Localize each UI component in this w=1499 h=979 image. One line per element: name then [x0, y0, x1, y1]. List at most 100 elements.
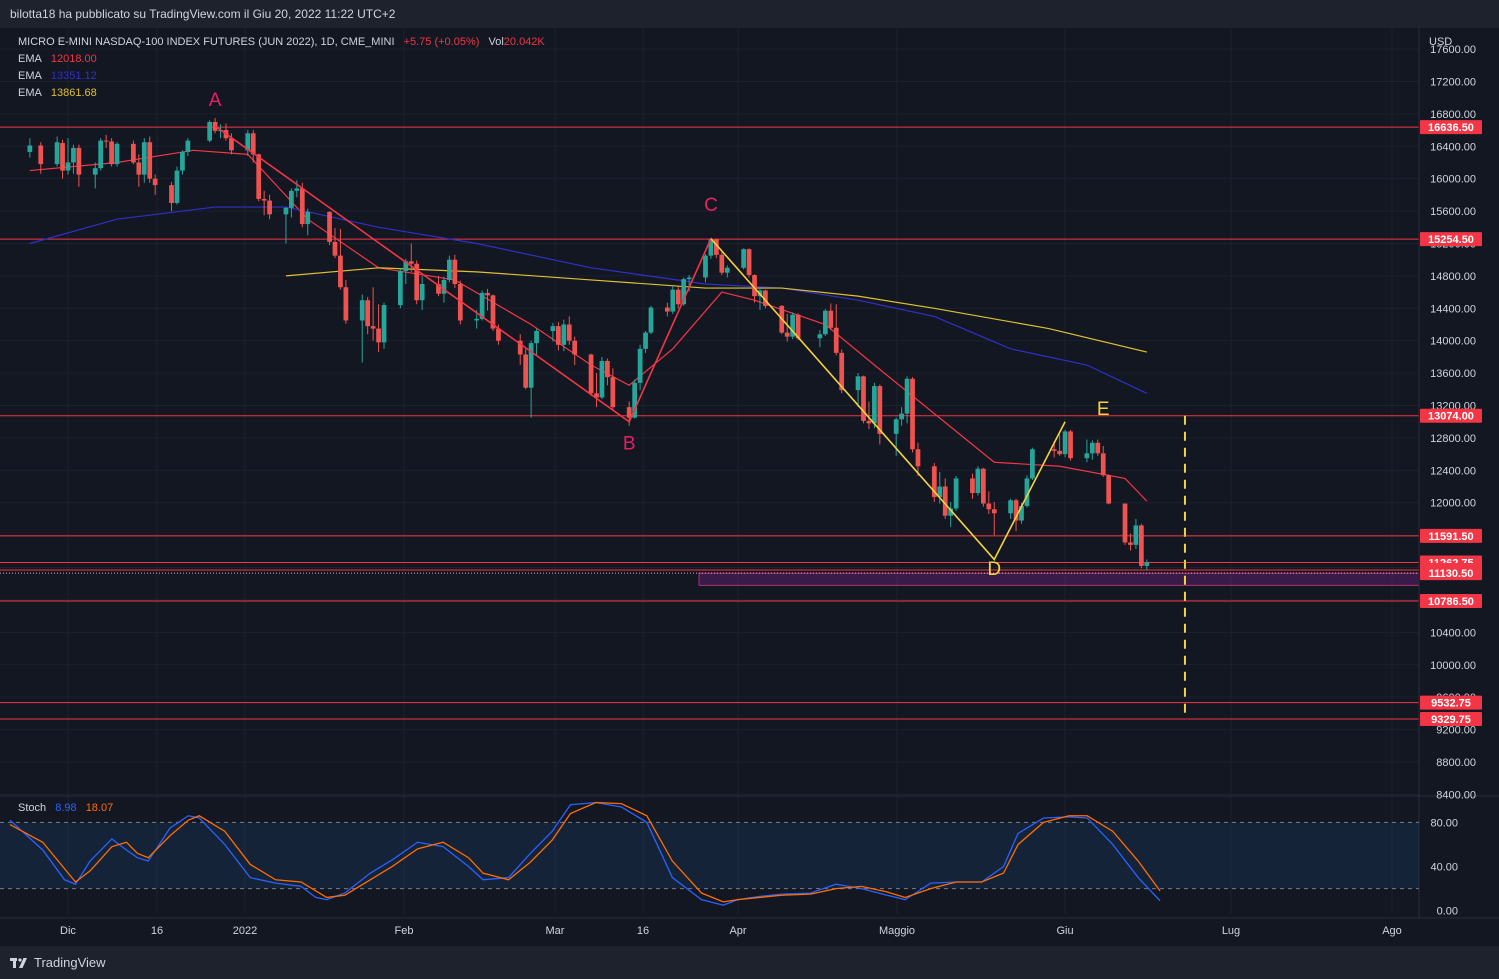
candle-body	[397, 271, 403, 306]
price-tick: 14400.00	[1430, 303, 1476, 315]
candle	[267, 194, 272, 220]
price-tick: 16000.00	[1430, 174, 1476, 186]
candle-body	[991, 509, 997, 514]
stoch-label: Stoch	[18, 802, 47, 814]
candle	[1144, 559, 1150, 570]
time-axis: Dic 16 2022 Feb Mar 16 Apr Maggio Giu Lug Ago	[0, 917, 1499, 937]
candle	[763, 289, 768, 309]
candle-body	[185, 140, 191, 152]
candle	[60, 139, 65, 179]
candle	[343, 279, 349, 324]
ema-value: 13351.12	[50, 70, 97, 82]
candle	[746, 248, 752, 278]
candles	[27, 117, 1150, 570]
time-tick: Feb	[395, 925, 414, 937]
candle	[365, 296, 371, 335]
candle-body	[1024, 478, 1030, 506]
symbol-title[interactable]: MICRO E-MINI NASDAQ-100 INDEX FUTURES (J…	[18, 36, 395, 48]
candle-body	[795, 314, 801, 339]
candle-body	[975, 468, 981, 494]
candle-body	[414, 263, 420, 301]
price-tick: 14000.00	[1430, 336, 1476, 348]
candle	[1057, 434, 1063, 456]
candle-body	[910, 378, 915, 450]
candle-body	[152, 178, 158, 186]
ema-label: EMA	[18, 87, 42, 99]
candle-body	[664, 307, 670, 312]
candle-body	[942, 486, 948, 516]
price-level-label: 9532.75	[1431, 698, 1471, 710]
candle-body	[1030, 449, 1035, 479]
ema-legend-3[interactable]: EMA 13861.68	[18, 87, 97, 99]
tradingview-brand[interactable]: TradingView	[10, 955, 106, 970]
candle	[1139, 523, 1144, 569]
candle	[1100, 446, 1106, 477]
candle-body	[267, 200, 272, 215]
wave-cde-line	[710, 238, 1066, 561]
candle-body	[626, 407, 632, 418]
candle-body	[92, 168, 98, 175]
wave-label-c: C	[704, 195, 718, 216]
ema-label: EMA	[18, 53, 42, 65]
price-tick: 8400.00	[1436, 789, 1476, 801]
candle	[169, 181, 174, 212]
candle	[948, 501, 954, 528]
candle	[523, 348, 529, 390]
candle	[114, 142, 120, 167]
time-tick: Lug	[1222, 925, 1240, 937]
price-tick: 8800.00	[1436, 757, 1476, 769]
candle-body	[877, 386, 883, 434]
candle-body	[343, 287, 349, 321]
candle-body	[1084, 453, 1090, 459]
candle	[872, 382, 877, 429]
candle	[1030, 447, 1035, 481]
candle	[457, 280, 463, 325]
ema-legend-2[interactable]: EMA 13351.12	[18, 70, 97, 82]
time-tick: Apr	[729, 925, 746, 937]
candle	[71, 144, 76, 174]
candle	[261, 190, 267, 216]
candle-body	[370, 326, 376, 329]
candle	[299, 182, 305, 228]
candle-body	[261, 198, 267, 201]
candle-body	[65, 162, 71, 171]
time-tick: 16	[151, 925, 163, 937]
candle	[1128, 533, 1133, 551]
stoch-legend[interactable]: Stoch 8.98 18.07	[18, 802, 113, 814]
time-tick: 16	[637, 925, 649, 937]
candle-body	[703, 255, 708, 278]
candle	[517, 334, 523, 366]
candle-body	[289, 190, 294, 208]
wave-abc-line	[214, 125, 712, 423]
candle	[1095, 439, 1101, 456]
candle	[327, 211, 332, 246]
candle-body	[71, 147, 76, 163]
candle-body	[27, 145, 33, 152]
candle-body	[839, 352, 845, 391]
currency-label: USD	[1429, 36, 1452, 48]
candle-body	[1057, 450, 1063, 455]
candle-body	[588, 354, 594, 394]
support-zone	[698, 572, 1420, 586]
candle-body	[915, 449, 921, 467]
candle-body	[708, 239, 714, 256]
candle-body	[496, 328, 501, 341]
tradingview-logo-icon	[10, 957, 27, 968]
candle	[250, 130, 256, 163]
candle-body	[550, 326, 556, 331]
candle-body	[866, 420, 872, 424]
candle	[741, 248, 746, 270]
candle-body	[784, 332, 790, 337]
candle	[828, 303, 834, 331]
time-tick: Mar	[546, 925, 565, 937]
candle-body	[893, 419, 899, 434]
candle	[550, 322, 556, 342]
ema-legend-1[interactable]: EMA 12018.00	[18, 53, 97, 65]
price-level-label: 11591.50	[1428, 531, 1473, 543]
candle-body	[1062, 431, 1068, 455]
candle-body	[637, 348, 643, 383]
candle-body	[937, 486, 943, 498]
candle	[370, 287, 376, 341]
